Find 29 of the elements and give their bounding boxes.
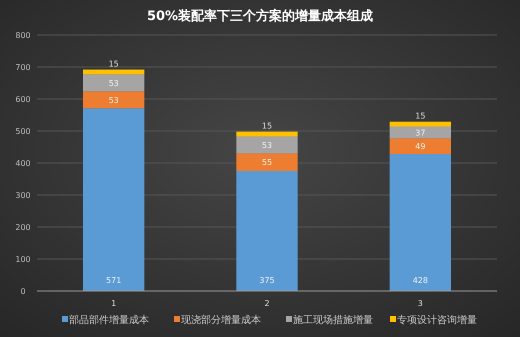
- y-tick-label: 300: [15, 191, 31, 200]
- legend-label: 施工现场措施增量: [293, 314, 373, 326]
- data-label: 571: [106, 276, 122, 285]
- data-label: 55: [262, 158, 272, 168]
- chart-title: 50%装配率下三个方案的增量成本组成: [146, 8, 374, 24]
- data-label: 15: [108, 60, 119, 69]
- data-label: 37: [415, 128, 426, 138]
- y-tick-label: 200: [15, 223, 31, 232]
- y-tick-label: 100: [15, 255, 31, 264]
- legend-label: 部品部件增量成本: [69, 314, 149, 326]
- data-label: 53: [108, 96, 119, 105]
- data-label: 375: [259, 276, 275, 285]
- legend-label: 现浇部分增量成本: [181, 314, 261, 326]
- y-tick-label: 0: [20, 287, 26, 296]
- x-tick-label: 1: [111, 299, 116, 308]
- data-label: 428: [412, 276, 428, 285]
- y-tick-label: 600: [15, 95, 31, 104]
- data-label: 49: [415, 142, 426, 152]
- data-label: 53: [108, 78, 119, 88]
- data-label: 53: [262, 140, 272, 150]
- data-label: 15: [415, 112, 426, 121]
- y-tick-label: 500: [15, 127, 31, 136]
- data-label: 15: [262, 122, 272, 131]
- legend-label: 专项设计咨询增量: [397, 314, 477, 326]
- y-tick-label: 700: [15, 63, 31, 72]
- x-tick-label: 3: [418, 299, 423, 308]
- x-tick-label: 2: [264, 299, 270, 308]
- y-tick-label: 800: [15, 31, 31, 40]
- y-tick-label: 400: [15, 159, 31, 168]
